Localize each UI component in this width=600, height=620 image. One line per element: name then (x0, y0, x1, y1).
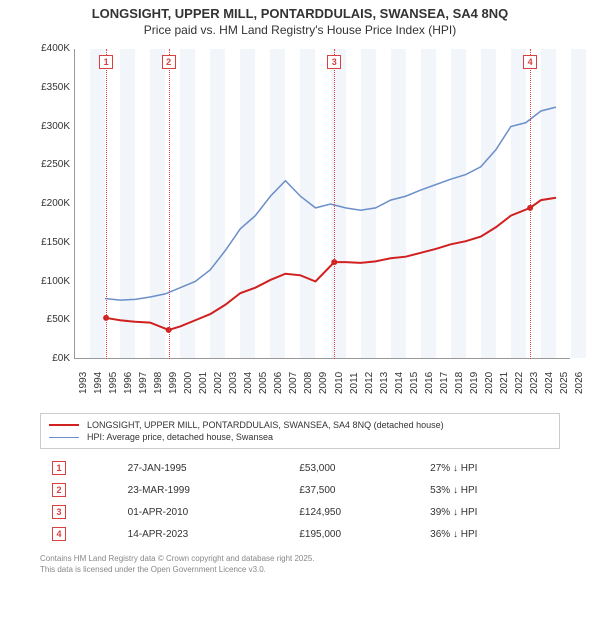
series-blue (105, 107, 556, 300)
row-marker: 1 (52, 461, 66, 475)
x-tick-label: 2022 (514, 354, 529, 394)
x-tick-label: 2011 (349, 354, 364, 394)
title-block: LONGSIGHT, UPPER MILL, PONTARDDULAIS, SW… (0, 0, 600, 39)
title-line-1: LONGSIGHT, UPPER MILL, PONTARDDULAIS, SW… (10, 6, 590, 21)
y-tick-label: £300K (20, 121, 70, 132)
row-delta: 53% ↓ HPI (418, 479, 560, 501)
x-tick-label: 1994 (93, 354, 108, 394)
table-row: 2 23-MAR-1999£37,50053% ↓ HPI (40, 479, 560, 501)
x-tick-label: 1998 (153, 354, 168, 394)
x-tick-label: 2017 (439, 354, 454, 394)
y-tick-label: £350K (20, 82, 70, 93)
table-row: 3 01-APR-2010£124,95039% ↓ HPI (40, 501, 560, 523)
x-tick-label: 2023 (529, 354, 544, 394)
x-tick-label: 2002 (213, 354, 228, 394)
x-tick-label: 2003 (228, 354, 243, 394)
row-delta: 36% ↓ HPI (418, 523, 560, 545)
y-tick-label: £400K (20, 43, 70, 54)
x-tick-label: 2013 (379, 354, 394, 394)
footer-line-2: This data is licensed under the Open Gov… (40, 564, 560, 575)
x-tick-label: 2009 (318, 354, 333, 394)
x-tick-label: 2000 (183, 354, 198, 394)
y-tick-label: £150K (20, 237, 70, 248)
x-tick-label: 2020 (484, 354, 499, 394)
chart-marker: 3 (327, 55, 341, 69)
y-tick-label: £0K (20, 353, 70, 364)
x-tick-label: 1999 (168, 354, 183, 394)
row-price: £195,000 (287, 523, 418, 545)
x-tick-label: 2004 (243, 354, 258, 394)
x-tick-label: 2026 (574, 354, 589, 394)
row-delta: 27% ↓ HPI (418, 457, 560, 479)
legend: LONGSIGHT, UPPER MILL, PONTARDDULAIS, SW… (40, 413, 560, 449)
x-tick-label: 2018 (454, 354, 469, 394)
legend-swatch (49, 424, 79, 426)
table-row: 4 14-APR-2023£195,00036% ↓ HPI (40, 523, 560, 545)
x-tick-label: 2015 (409, 354, 424, 394)
y-tick-label: £200K (20, 198, 70, 209)
row-price: £37,500 (287, 479, 418, 501)
row-price: £124,950 (287, 501, 418, 523)
legend-item: HPI: Average price, detached house, Swan… (49, 432, 551, 442)
plot-svg (75, 49, 571, 359)
y-tick-label: £50K (20, 314, 70, 325)
x-tick-label: 2007 (288, 354, 303, 394)
x-tick-label: 2005 (258, 354, 273, 394)
row-delta: 39% ↓ HPI (418, 501, 560, 523)
row-date: 27-JAN-1995 (116, 457, 288, 479)
chart-marker: 2 (162, 55, 176, 69)
legend-item: LONGSIGHT, UPPER MILL, PONTARDDULAIS, SW… (49, 420, 551, 430)
chart-marker: 1 (99, 55, 113, 69)
x-tick-label: 2016 (424, 354, 439, 394)
legend-label: HPI: Average price, detached house, Swan… (87, 432, 273, 442)
y-tick-label: £250K (20, 159, 70, 170)
x-tick-label: 2010 (334, 354, 349, 394)
x-tick-label: 1993 (78, 354, 93, 394)
legend-swatch (49, 437, 79, 438)
x-tick-label: 1995 (108, 354, 123, 394)
y-tick-label: £100K (20, 276, 70, 287)
row-marker: 4 (52, 527, 66, 541)
x-tick-label: 2019 (469, 354, 484, 394)
table-row: 1 27-JAN-1995£53,00027% ↓ HPI (40, 457, 560, 479)
title-line-2: Price paid vs. HM Land Registry's House … (10, 23, 590, 37)
row-marker: 3 (52, 505, 66, 519)
footer: Contains HM Land Registry data © Crown c… (40, 553, 560, 575)
row-date: 01-APR-2010 (116, 501, 288, 523)
plot-area: 1 2 3 4 (74, 49, 570, 359)
chart-marker: 4 (523, 55, 537, 69)
x-tick-label: 2021 (499, 354, 514, 394)
x-tick-label: 2012 (364, 354, 379, 394)
series-red (106, 198, 556, 330)
chart: 1 2 3 4 £0K £50K £100K £150K £200K £250K £300K £35… (20, 39, 580, 409)
x-tick-label: 2006 (273, 354, 288, 394)
x-tick-label: 2008 (303, 354, 318, 394)
x-tick-label: 2024 (544, 354, 559, 394)
x-tick-label: 2014 (394, 354, 409, 394)
row-price: £53,000 (287, 457, 418, 479)
data-table: 1 27-JAN-1995£53,00027% ↓ HPI 2 23-MAR-1999… (40, 457, 560, 545)
x-tick-label: 2001 (198, 354, 213, 394)
row-date: 14-APR-2023 (116, 523, 288, 545)
row-marker: 2 (52, 483, 66, 497)
row-date: 23-MAR-1999 (116, 479, 288, 501)
x-tick-label: 1996 (123, 354, 138, 394)
x-tick-label: 1997 (138, 354, 153, 394)
x-tick-label: 2025 (559, 354, 574, 394)
legend-label: LONGSIGHT, UPPER MILL, PONTARDDULAIS, SW… (87, 420, 444, 430)
footer-line-1: Contains HM Land Registry data © Crown c… (40, 553, 560, 564)
